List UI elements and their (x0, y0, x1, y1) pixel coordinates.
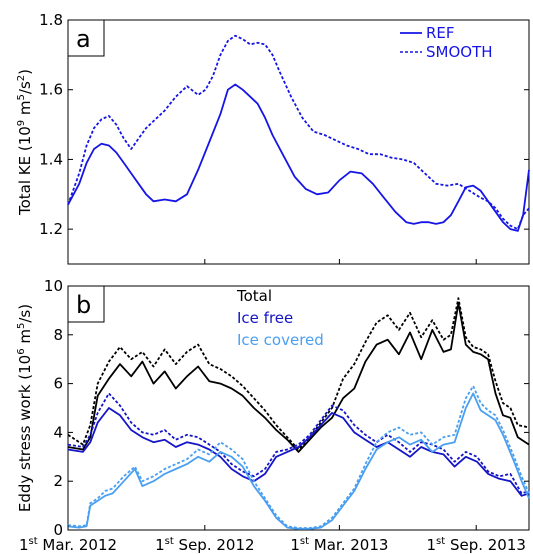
legend-label-ice-free: Ice free (237, 309, 293, 327)
series-line-b-ref-ice-free (67, 407, 530, 497)
legend-label-ice-covered: Ice covered (237, 331, 324, 349)
series-line-a-smooth (67, 34, 530, 231)
y-tick-label-b: 4 (53, 423, 63, 441)
series-line-b-smooth-total (67, 297, 530, 451)
panel-a-letter-box (67, 19, 105, 57)
panel-a-plot-area (67, 19, 530, 265)
x-tick-label-b: 1st Sep. 2012 (155, 536, 254, 554)
panel-a-y-axis-label: Total KE (109 m5/s2) (16, 69, 34, 216)
panel-a-letter: a (76, 25, 91, 53)
y-tick-label-a: 1.6 (39, 81, 63, 99)
panel-b-y-axis-label: Eddy stress work (106 m5/s) (16, 304, 34, 512)
legend-label-ref: REF (426, 24, 455, 42)
y-tick-label-b: 0 (53, 521, 63, 539)
x-tick-label-b: 1st Mar. 2012 (19, 536, 117, 554)
y-tick-label-a: 1.2 (39, 220, 63, 238)
y-tick-label-a: 1.4 (39, 150, 63, 168)
panel-b-letter-box (67, 285, 105, 323)
y-tick-label-b: 2 (53, 472, 63, 490)
series-line-b-smooth-ice-free (67, 392, 530, 495)
legend-label-smooth: SMOOTH (426, 43, 493, 61)
legend-label-total: Total (236, 287, 272, 305)
panel-b-letter: b (76, 291, 91, 319)
panel-b-series (67, 297, 530, 530)
y-tick-label-b: 8 (53, 326, 63, 344)
panel-b-y-axis: 0 2 4 6 8 10 (44, 277, 529, 539)
panel-b: b Total Ice free Ice covered 0 2 4 6 8 10 1st… (16, 277, 530, 554)
x-tick-label-b: 1st Sep. 2013 (426, 536, 525, 554)
series-line-a-ref (67, 83, 530, 232)
panel-a-series (67, 34, 530, 232)
panel-a-legend: REF SMOOTH (400, 24, 493, 61)
panel-b-legend: Total Ice free Ice covered (236, 287, 324, 349)
series-line-b-ref-ice-covered (67, 392, 530, 530)
panel-b-x-axis: 1st Mar. 2012 1st Sep. 2012 1st Mar. 2013 1… (19, 525, 526, 554)
y-tick-label-a: 1.8 (39, 11, 63, 29)
panel-a-y-axis: 1.2 1.4 1.6 1.8 (39, 11, 529, 264)
y-tick-label-b: 6 (53, 375, 63, 393)
panel-b-plot-area (67, 285, 530, 531)
series-line-b-smooth-ice-covered (67, 385, 530, 529)
panel-a: a 1.2 1.4 1.6 1.8 REF SMOOTH Total KE (109 … (16, 11, 530, 265)
x-tick-label-b: 1st Mar. 2013 (290, 536, 388, 554)
y-tick-label-b: 10 (44, 277, 63, 295)
series-line-b-ref-total (67, 302, 530, 453)
